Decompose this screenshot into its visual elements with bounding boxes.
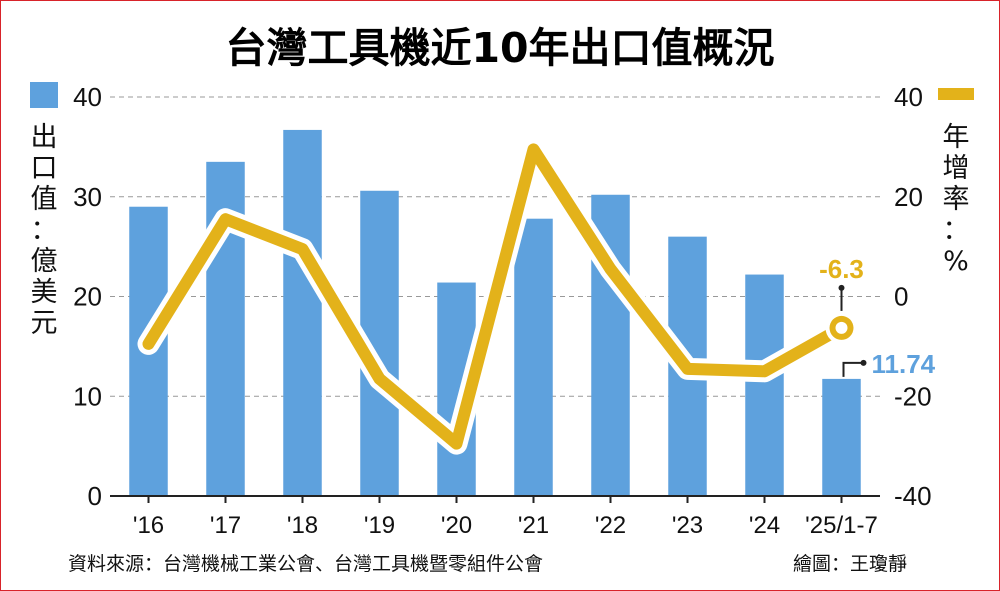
y-right-tick-label: -20 <box>894 381 932 411</box>
y-right-tick-label: 20 <box>894 182 923 212</box>
x-tick-label: '20 <box>441 512 472 539</box>
credit-note: 繪圖：王瓊靜 <box>793 553 907 575</box>
x-tick-label: '25/1-7 <box>805 512 878 539</box>
legend-bar-label-char: 出 <box>31 122 58 153</box>
x-tick-label: '23 <box>672 512 703 539</box>
legend-bar-label-char: 口 <box>31 153 58 184</box>
legend-bar-label-char: 元 <box>31 308 58 339</box>
x-tick-label: '16 <box>133 512 164 539</box>
legend-bar-swatch <box>30 82 58 108</box>
annotation-dot <box>838 284 845 291</box>
y-right-tick-label: 40 <box>894 82 923 112</box>
y-right-tick-label: 0 <box>894 282 908 312</box>
x-tick-label: '21 <box>518 512 549 539</box>
legend-bar-label-char: ： <box>31 215 58 246</box>
bar <box>283 129 322 497</box>
bar-value-label: 11.74 <box>872 349 936 379</box>
line-value-label: -6.3 <box>819 254 864 284</box>
y-left-tick-label: 20 <box>73 282 102 312</box>
legend-line-label-char: 增 <box>943 153 970 184</box>
x-tick-label: '18 <box>287 512 318 539</box>
legend-bar-label-char: 美 <box>31 277 58 308</box>
legend-line-label-char: % <box>943 246 969 277</box>
y-left-tick-label: 40 <box>73 82 102 112</box>
bar <box>745 274 784 496</box>
legend-line-label-char: 率 <box>943 184 970 215</box>
legend-line-swatch <box>938 88 974 100</box>
x-tick-label: '19 <box>364 512 395 539</box>
bar <box>514 218 553 496</box>
legend-line-label-char: 年 <box>943 122 970 153</box>
y-left-tick-label: 0 <box>88 481 102 511</box>
x-tick-label: '24 <box>749 512 780 539</box>
chart-title: 台灣工具機近10年出口值概況 <box>225 24 774 72</box>
x-tick-label: '17 <box>210 512 241 539</box>
source-note: 資料來源：台灣機械工業公會、台灣工具機暨零組件公會 <box>68 553 543 575</box>
y-left-tick-label: 10 <box>73 381 102 411</box>
growth-rate-line <box>142 143 848 450</box>
bar <box>822 378 861 496</box>
line-series <box>137 138 858 455</box>
x-tick-label: '22 <box>595 512 626 539</box>
legend-bar-label-char: 億 <box>31 246 58 277</box>
legend-line-label-char: ： <box>943 215 970 246</box>
axes: 0 10 20 30 40 -40 -20 0 20 40 '16 '17 '18 '19 '20 '21 '2… <box>73 82 932 539</box>
data-labels: 11.74 -6.3 <box>819 254 936 379</box>
annotation-dot <box>860 359 867 366</box>
legend-bar-label-char: 值 <box>31 184 58 215</box>
line-end-marker-core <box>835 321 848 334</box>
annotation-leader <box>842 361 862 377</box>
y-right-tick-label: -40 <box>894 481 932 511</box>
y-left-tick-label: 30 <box>73 182 102 212</box>
